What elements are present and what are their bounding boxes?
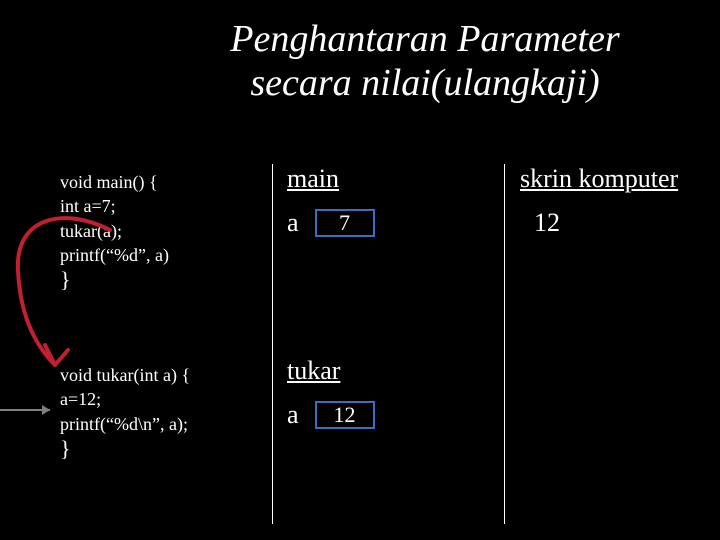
main-var-name: a [287, 208, 299, 238]
tukar-var-box: 12 [315, 401, 375, 429]
code-block-main: void main() { int a=7; tukar(a); printf(… [60, 170, 260, 293]
tukar-label: tukar [287, 356, 407, 386]
code-block-tukar: void tukar(int a) { a=12; printf(“%d\n”,… [60, 363, 260, 462]
code-line: } [60, 436, 260, 462]
code-line: int a=7; [60, 194, 260, 218]
tukar-section: tukar a 12 [287, 356, 407, 430]
memory-column: main a 7 tukar a 12 [287, 164, 407, 430]
code-line: printf(“%d”, a) [60, 243, 260, 267]
code-line: } [60, 267, 260, 293]
divider-1 [272, 164, 273, 524]
title-line1: Penghantaran Parameter [230, 18, 619, 60]
divider-2 [504, 164, 505, 524]
code-line: void main() { [60, 170, 260, 194]
code-line: void tukar(int a) { [60, 363, 260, 387]
tukar-var-name: a [287, 400, 299, 430]
title-line2: secara nilai(ulangkaji) [250, 62, 599, 104]
main-var-row: a 7 [287, 208, 407, 238]
tukar-var-row: a 12 [287, 400, 407, 430]
screen-output: 12 [534, 208, 700, 238]
code-line: printf(“%d\n”, a); [60, 412, 260, 436]
screen-label: skrin komputer [520, 164, 700, 194]
grey-arrow-annotation [0, 400, 60, 420]
main-label: main [287, 164, 407, 194]
code-line: a=12; [60, 387, 260, 411]
screen-column: skrin komputer 12 [520, 164, 700, 238]
slide-title: Penghantaran Parameter secara nilai(ulan… [155, 18, 695, 105]
main-var-box: 7 [315, 209, 375, 237]
code-line: tukar(a); [60, 219, 260, 243]
code-column: void main() { int a=7; tukar(a); printf(… [60, 170, 260, 462]
